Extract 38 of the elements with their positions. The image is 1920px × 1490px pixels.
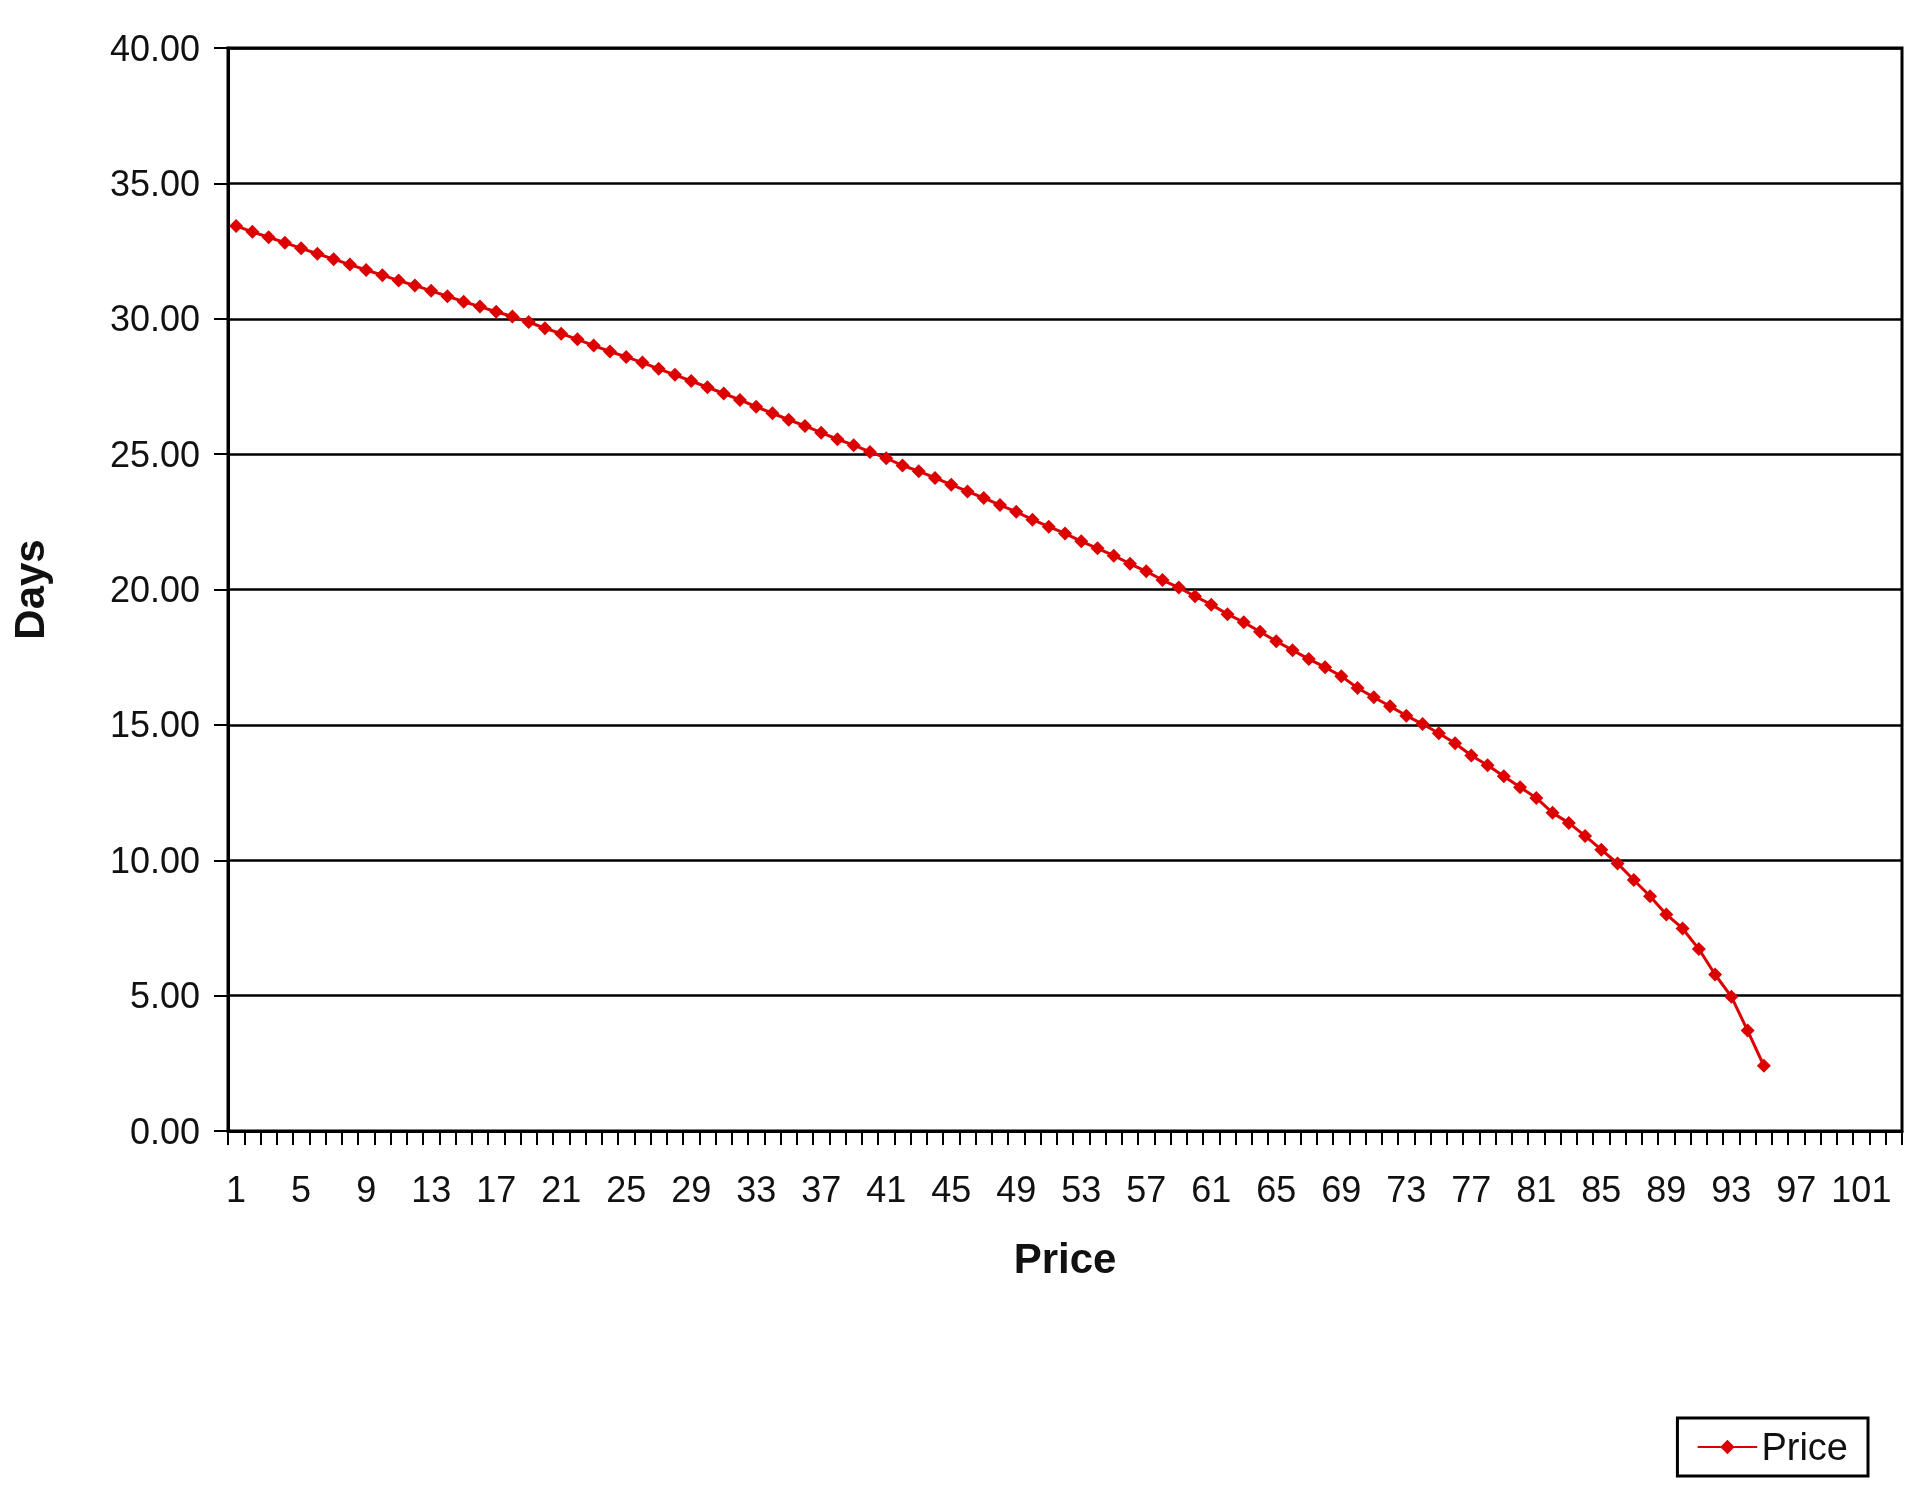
y-tick-label: 40.00: [109, 27, 200, 69]
x-tick-label: 1: [226, 1168, 247, 1210]
x-tick-label: 77: [1451, 1168, 1492, 1210]
x-tick-label: 93: [1711, 1168, 1752, 1210]
y-tick-label: 10.00: [109, 839, 200, 881]
x-tick-label: 21: [541, 1168, 582, 1210]
x-tick-label: 97: [1776, 1168, 1817, 1210]
x-tick-label: 49: [996, 1168, 1037, 1210]
x-tick-label: 45: [931, 1168, 972, 1210]
x-tick-label: 53: [1061, 1168, 1102, 1210]
x-tick-label: 29: [671, 1168, 712, 1210]
x-axis-title: Price: [1013, 1234, 1117, 1282]
x-tick-label: 5: [291, 1168, 312, 1210]
y-tick-label: 20.00: [109, 569, 200, 610]
x-tick-label: 37: [801, 1168, 842, 1210]
x-tick-label: 61: [1191, 1168, 1232, 1210]
x-tick-label: 73: [1386, 1168, 1427, 1210]
x-tick-label: 33: [736, 1168, 777, 1210]
x-tick-label: 41: [866, 1168, 907, 1210]
y-tick-label: 35.00: [109, 162, 200, 204]
x-tick-label: 13: [411, 1168, 452, 1210]
y-tick-label: 25.00: [109, 433, 200, 475]
x-tick-label: 89: [1646, 1168, 1687, 1210]
legend-label: Price: [1761, 1426, 1848, 1468]
x-tick-label: 101: [1831, 1168, 1892, 1210]
x-tick-label: 57: [1126, 1168, 1167, 1210]
y-tick-label: 15.00: [109, 704, 200, 746]
x-tick-label: 85: [1581, 1168, 1622, 1210]
y-tick-label: 5.00: [129, 975, 200, 1017]
y-axis-title: Days: [5, 539, 53, 640]
x-tick-label: 17: [476, 1168, 517, 1210]
y-tick-label: 30.00: [109, 298, 200, 340]
x-tick-label: 81: [1516, 1168, 1557, 1210]
y-tick-label: 0.00: [129, 1110, 200, 1152]
x-tick-label: 25: [606, 1168, 647, 1210]
x-tick-label: 9: [356, 1168, 377, 1210]
x-tick-label: 65: [1256, 1168, 1297, 1210]
x-tick-label: 69: [1321, 1168, 1362, 1210]
